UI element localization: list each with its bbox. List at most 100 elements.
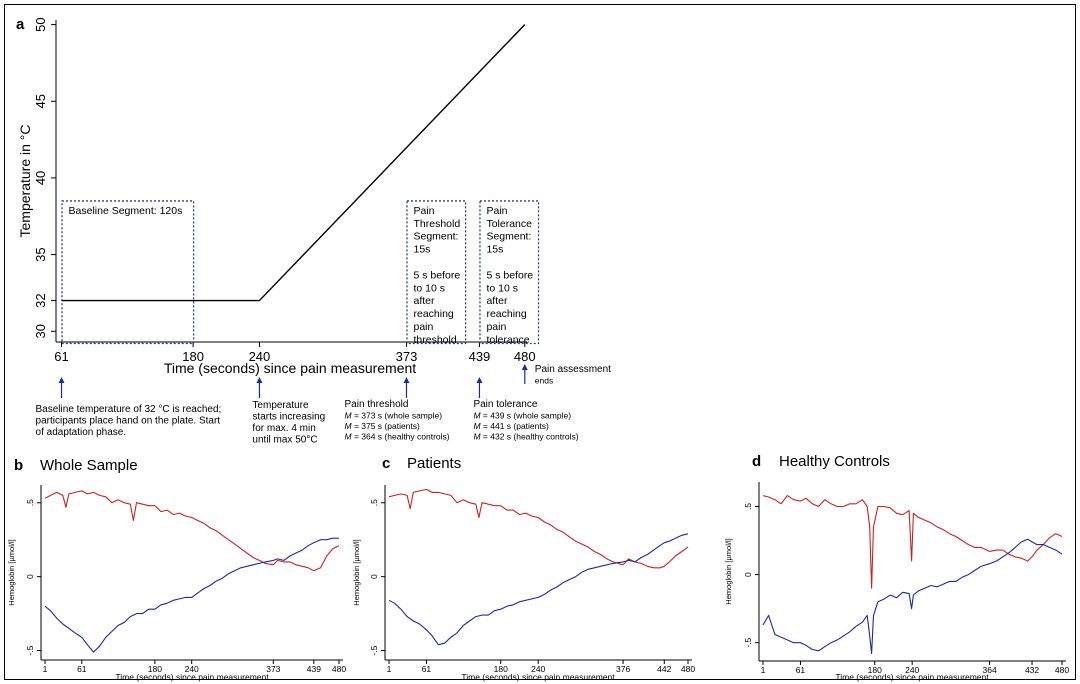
panel-b-x-tick-label: 480 [332, 664, 346, 674]
panel-d-x-tick-label: 180 [868, 665, 882, 675]
panel-c-y-tick-label: .5 [369, 499, 379, 506]
annotation-text-line: M = 441 s (patients) [473, 421, 549, 431]
segment-label-line: 15s [413, 244, 430, 256]
panel-b-y-tick-label: 0 [25, 574, 35, 579]
panel-b-x-tick-label: 180 [148, 664, 162, 674]
annotation-arrowhead [256, 377, 263, 383]
segment-label-line: pain [486, 321, 506, 333]
panel-b-x-label: Time (seconds) since pain measurement [115, 672, 269, 682]
panel-d-title: Healthy Controls [779, 453, 890, 470]
panel-c-series-line-1 [388, 488, 689, 569]
annotation-text-line: until max 50°C [252, 435, 317, 446]
segment-label-line: Segment: [413, 231, 458, 243]
panel-a-y-tick-label: 50 [33, 17, 48, 31]
segment-label-line: to 10 s [413, 282, 445, 294]
panel-a-y-tick-label: 35 [33, 247, 48, 261]
segment-box-3 [479, 200, 540, 345]
panel-d-y-tick-label: .5 [743, 503, 753, 510]
panel-c-y-label: Hemoglobin [µmol/l] [352, 539, 361, 605]
segment-label-line: 5 s before [486, 269, 533, 281]
segment-label-line: tolerance [486, 334, 529, 346]
panel-a-x-tick-label: 61 [54, 349, 68, 364]
panel-a-y-tick-label: 40 [33, 171, 48, 185]
panel-d-x-label: Time (seconds) since pain measurement [835, 672, 989, 682]
annotation-text-line: Pain tolerance [473, 399, 537, 410]
annotation-text-line: M = 439 s (whole sample) [473, 411, 571, 421]
annotation-text-line: ends [535, 376, 553, 386]
panel-b-x-tick-label: 373 [266, 664, 280, 674]
panel-c-letter: c [382, 455, 390, 472]
annotation-text-line: Pain assessment [535, 364, 611, 375]
panel-b: -.5 0 .5 1 61 180 240 373 439 480 Time (seconds) s… [7, 485, 346, 682]
panel-c-x-tick-label: 1 [387, 664, 392, 674]
panel-a-y-label: Temperature in °C [17, 125, 33, 238]
panel-a-y-tick-label: 32 [33, 293, 48, 307]
panel-a-x-tick-label: 180 [182, 349, 204, 364]
panel-a-y-tick-label: 30 [33, 324, 48, 338]
annotation-text-line: Pain threshold [344, 399, 408, 410]
segment-label-line: Segment: [486, 231, 531, 243]
panel-a-letter: a [16, 16, 25, 33]
segment-label-line: Pain [413, 205, 434, 217]
panel-d-y-label: Hemoglobin [µmol/l] [724, 538, 733, 604]
panel-a-x-label: Time (seconds) since pain measurement [164, 360, 416, 376]
annotation-arrowhead [521, 364, 528, 370]
panel-a-x-tick-label: 439 [469, 349, 491, 364]
panel-b-x-tick-label: 61 [77, 664, 87, 674]
annotation-text-line: of adaptation phase. [36, 427, 127, 438]
segment-box-1 [61, 200, 195, 345]
panel-a-x-tick-label: 480 [514, 349, 536, 364]
annotation-text-line: participants place hand on the plate. St… [36, 416, 221, 427]
segment-label-line: 5 s before [413, 269, 460, 281]
panel-c-x-label: Time (seconds) since pain measurement [461, 672, 615, 682]
panel-d-series-line-2 [762, 538, 1063, 655]
panel-d-series-line-1 [762, 495, 1063, 589]
panel-b-y-label: Hemoglobin [µmol/l] [7, 539, 16, 605]
panel-c-x-tick-label: 480 [681, 664, 695, 674]
panel-d-x-tick-label: 432 [1025, 665, 1039, 675]
panel-b-x-tick-label: 439 [307, 664, 321, 674]
annotation-text-line: Baseline temperature of 32 °C is reached… [36, 404, 222, 415]
panel-d-x-tick-label: 61 [796, 665, 806, 675]
panel-b-series-line-2 [44, 537, 339, 653]
segment-label-line: after [413, 295, 435, 307]
panel-d-y-tick-label: 0 [743, 572, 753, 577]
annotation-text-line: starts increasing [252, 412, 325, 423]
panel-c-y-tick-label: -.5 [369, 645, 379, 655]
segment-label-line: Pain [486, 205, 507, 217]
panel-b-letter: b [14, 457, 23, 474]
segment-label-line: pain [413, 321, 433, 333]
annotation-text-line: M = 364 s (healthy controls) [344, 432, 449, 442]
panel-d: -.5 0 .5 1 61 180 240 364 432 480 Time (seconds) s… [724, 482, 1069, 682]
segment-label-line: after [486, 295, 508, 307]
figure-border [4, 4, 1076, 680]
panel-d-x-tick-label: 480 [1055, 665, 1069, 675]
panel-c-series-line-2 [388, 533, 689, 646]
panel-b-x-tick-label: 1 [43, 664, 48, 674]
segment-label-line: Baseline Segment: 120s [69, 205, 183, 217]
panel-b-x-tick-label: 240 [185, 664, 199, 674]
panel-d-x-tick-label: 240 [905, 665, 919, 675]
panel-d-letter: d [752, 453, 761, 470]
annotation-text-line: Temperature [252, 400, 309, 411]
panel-c-title: Patients [407, 455, 461, 472]
panel-c-x-tick-label: 180 [494, 664, 508, 674]
panel-a: 30 32 35 40 45 50 61 180 240 373 439 480 Time (secon… [17, 17, 611, 445]
segment-box-2 [406, 200, 467, 345]
panel-b-y-tick-label: .5 [25, 499, 35, 506]
annotation-arrowhead [476, 377, 483, 383]
panel-c-x-tick-label: 61 [422, 664, 432, 674]
panel-d-x-tick-label: 364 [982, 665, 996, 675]
panel-a-x-tick-label: 240 [249, 349, 271, 364]
segment-label-line: Tolerance [486, 218, 532, 230]
panel-c-y-tick-label: 0 [369, 574, 379, 579]
panel-d-x-tick-label: 1 [761, 665, 766, 675]
segment-label-line: reaching [486, 308, 526, 320]
segment-label-line: to 10 s [486, 282, 518, 294]
panel-b-series-line-1 [44, 490, 340, 572]
annotation-text-line: M = 375 s (patients) [344, 421, 420, 431]
panel-b-title: Whole Sample [40, 457, 138, 474]
annotation-text-line: for max. 4 min [252, 423, 315, 434]
panel-b-y-tick-label: -.5 [25, 645, 35, 655]
